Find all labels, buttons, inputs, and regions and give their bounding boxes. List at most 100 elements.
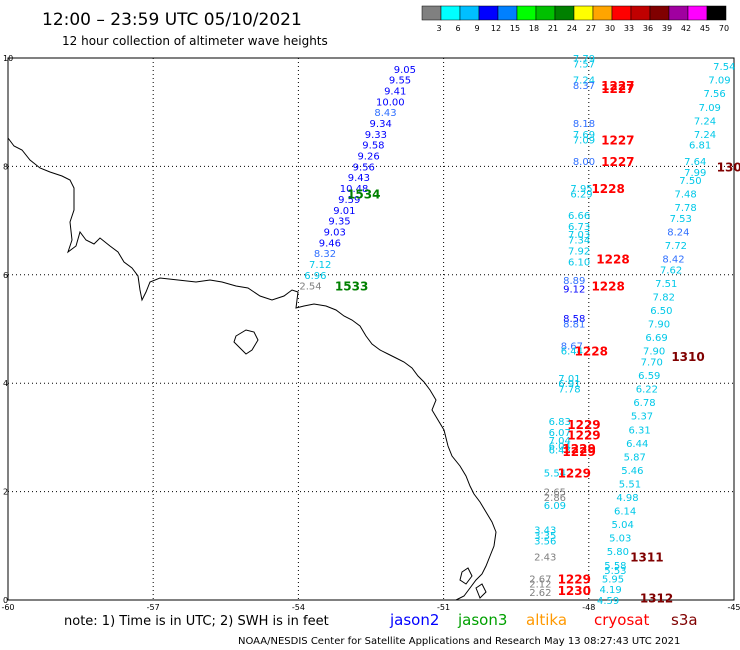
wave-height-label: 2.54	[299, 282, 321, 293]
satellite-label-altika: altika	[526, 611, 567, 629]
wave-height-label: 4.98	[616, 493, 638, 504]
satellite-label-jason2: jason2	[389, 611, 439, 629]
wave-height-label: 7.24	[694, 130, 716, 141]
wave-height-label: 9.12	[563, 284, 585, 295]
wave-height-label: 9.58	[362, 141, 384, 152]
legend-swatch	[706, 5, 727, 21]
wave-height-label: 6.10	[568, 257, 590, 268]
wave-height-label: 7.64	[684, 157, 706, 168]
wave-height-label: 4.59	[597, 596, 619, 607]
wave-height-label: 8.00	[573, 157, 595, 168]
x-tick-label: -48	[582, 603, 595, 612]
wave-height-label: 7.69	[573, 130, 595, 141]
legend-label: 42	[681, 24, 691, 33]
wave-height-label: 8.43	[374, 108, 396, 119]
pass-time-label: 1228	[591, 182, 624, 196]
wave-height-label: 9.01	[333, 206, 355, 217]
wave-height-label: 6.29	[570, 190, 592, 201]
wave-heights: 9.059.559.4110.008.439.349.339.589.269.5…	[299, 54, 735, 607]
footer-credit: NOAA/NESDIS Center for Satellite Applica…	[238, 636, 680, 647]
pass-time-label: 1312	[640, 591, 673, 605]
legend-swatch	[421, 5, 442, 21]
wave-height-label: 6.44	[626, 439, 648, 450]
pass-time-label: 1230	[558, 584, 591, 598]
island-path	[233, 329, 259, 355]
wave-height-label: 5.58	[604, 561, 626, 572]
pass-time-label: 1311	[630, 551, 663, 565]
wave-height-label: 9.35	[328, 217, 350, 228]
wave-height-label: 2.12	[529, 580, 551, 591]
wave-height-label: 5.46	[621, 466, 643, 477]
wave-height-label: 6.04	[549, 442, 571, 453]
wave-height-label: 7.09	[573, 135, 595, 146]
wave-height-label: 7.24	[573, 76, 595, 87]
delta-path	[459, 567, 487, 599]
wave-height-label: 6.78	[633, 398, 655, 409]
legend-swatch	[516, 5, 537, 21]
wave-height-label: 9.41	[384, 87, 406, 98]
legend-swatch	[459, 5, 480, 21]
wave-height-label: 7.12	[309, 260, 331, 271]
wave-height-label: 9.55	[389, 76, 411, 87]
wave-height-label: 7.57	[573, 59, 595, 70]
legend-label: 3	[436, 24, 441, 33]
satellite-label-cryosat: cryosat	[594, 611, 649, 629]
wave-height-label: 7.72	[665, 241, 687, 252]
wave-height-label: 2.43	[534, 553, 556, 564]
legend-label: 6	[455, 24, 460, 33]
wave-height-label: 7.79	[573, 54, 595, 65]
wave-height-label: 6.83	[549, 417, 571, 428]
pass-time-label: 1229	[567, 418, 600, 432]
y-tick-label: 4	[3, 379, 8, 388]
wave-height-label: 7.34	[568, 236, 590, 247]
wave-height-label: 6.44	[561, 347, 583, 358]
wave-height-label: 5.95	[602, 574, 624, 585]
pass-time-label: 1227	[601, 155, 634, 169]
wave-height-label: 10.48	[340, 184, 369, 195]
legend-swatch	[630, 5, 651, 21]
legend-label: 36	[643, 24, 653, 33]
wave-height-label: 7.95	[570, 184, 592, 195]
wave-height-label: 7.62	[660, 265, 682, 276]
pass-time-label: 1227	[601, 79, 634, 93]
legend-swatch	[649, 5, 670, 21]
wave-height-label: 7.03	[568, 230, 590, 241]
x-tick-label: -60	[1, 603, 14, 612]
wave-height-label: 7.56	[704, 89, 726, 100]
wave-height-label: 4.19	[599, 585, 621, 596]
coastline-path	[7, 137, 497, 601]
wave-height-label: 7.53	[670, 214, 692, 225]
pass-time-label: 1229	[567, 429, 600, 443]
pass-time-label: 1228	[596, 253, 629, 267]
wave-height-label: 8.89	[563, 276, 585, 287]
wave-height-label: 3.35	[534, 531, 556, 542]
wave-height-label: 9.59	[338, 195, 360, 206]
wave-height-label: 2.67	[529, 574, 551, 585]
pass-time-label: 1310	[671, 350, 704, 364]
wave-height-label: 6.50	[650, 306, 672, 317]
y-tick-label: 8	[3, 162, 8, 171]
chart-title: 12:00 – 23:59 UTC 05/10/2021	[42, 10, 302, 30]
legend-label: 45	[700, 24, 710, 33]
pass-time-label: 1229	[562, 445, 595, 459]
x-tick-label: -45	[727, 603, 740, 612]
pass-time-label: 130	[717, 160, 740, 174]
footer-note: note: 1) Time is in UTC; 2) SWH is in fe…	[64, 614, 329, 629]
legend-label: 12	[491, 24, 501, 33]
wave-height-label: 8.18	[573, 119, 595, 130]
wave-height-label: 9.43	[348, 173, 370, 184]
wave-height-label: 7.09	[708, 76, 730, 87]
coastline	[7, 137, 497, 601]
wave-height-label: 8.24	[667, 227, 689, 238]
wave-height-label: 6.91	[558, 379, 580, 390]
pass-time-label: 1229	[558, 572, 591, 586]
wave-height-label: 6.73	[568, 222, 590, 233]
wave-height-label: 9.33	[365, 130, 387, 141]
wave-height-label: 5.37	[631, 412, 653, 423]
legend-label: 33	[624, 24, 634, 33]
wave-height-label: 5.80	[607, 547, 629, 558]
wave-height-label: 10.00	[376, 97, 405, 108]
satellite-legend: jason2 jason3 altika cryosat s3a	[389, 611, 698, 629]
